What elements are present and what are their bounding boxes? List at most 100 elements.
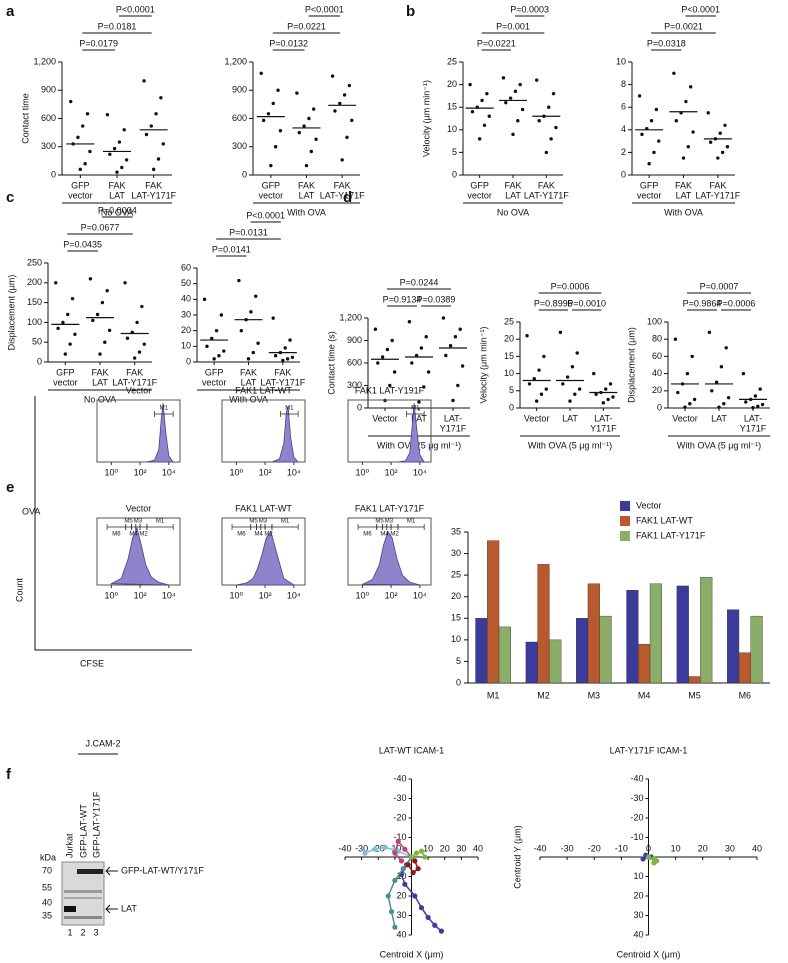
dot [681, 156, 686, 160]
dot [539, 392, 544, 396]
y-tick-label: 20 [447, 79, 457, 89]
dot [239, 328, 243, 333]
dot [88, 149, 92, 154]
dot [444, 353, 448, 358]
p-value: P<0.0001 [246, 210, 285, 220]
band [64, 897, 102, 899]
gate-label: M1 [407, 519, 416, 525]
dot [611, 395, 615, 399]
dot [202, 297, 207, 302]
dot [537, 119, 541, 123]
track-point [412, 893, 418, 899]
dot [422, 385, 426, 389]
dot [482, 123, 487, 127]
dot [307, 116, 311, 121]
x-tick-label: 10⁴ [413, 467, 427, 477]
y-tick-label: 200 [27, 277, 42, 287]
dot [392, 370, 397, 374]
dot [649, 119, 654, 123]
dot [561, 382, 565, 386]
dot [654, 107, 659, 112]
dot [718, 131, 722, 135]
gate-label: M3 [134, 519, 143, 525]
p-value: P=0.0006 [551, 281, 590, 291]
dot [100, 300, 105, 305]
dot [568, 399, 572, 403]
dot [283, 346, 287, 350]
gate [125, 524, 132, 530]
y-tick-label: 30 [181, 309, 191, 319]
x-tick-label: FAK [145, 180, 162, 190]
dot [388, 383, 392, 388]
bar [475, 618, 488, 684]
y-tick-label: 300 [347, 380, 362, 390]
x-tick-label: 10⁴ [413, 590, 427, 600]
track-point [392, 877, 398, 884]
dot [281, 358, 285, 363]
dot [154, 112, 158, 116]
y-axis-label: Displacement (μm) [6, 275, 16, 351]
dot [290, 355, 295, 359]
x-axis-label: Centroid X (μm) [617, 949, 681, 959]
x-tick-label: FAK [504, 180, 521, 190]
dot [63, 352, 68, 356]
gate [106, 524, 127, 530]
dot [637, 94, 642, 98]
dot [741, 371, 746, 376]
bar [676, 585, 689, 684]
lane-label: GFP-LAT-Y171F [91, 791, 101, 858]
x-tick-label: LAT-Y171F [260, 377, 305, 387]
dot [333, 109, 337, 113]
y-tick-label: 20 [396, 890, 406, 900]
x-tick-label: LAT [711, 413, 727, 423]
dot [68, 342, 72, 346]
x-tick-label: 20 [698, 843, 708, 853]
dot [640, 132, 644, 137]
arrow [105, 866, 118, 914]
bar [599, 615, 612, 684]
y-tick-label: 10 [447, 124, 457, 134]
bar [498, 626, 511, 684]
y-tick-label: 5 [452, 147, 457, 157]
dot [135, 320, 139, 325]
track-point [388, 909, 395, 915]
dot [156, 157, 161, 161]
p-value: P<0.0001 [116, 4, 155, 14]
y-axis [519, 322, 620, 409]
dot [724, 346, 728, 350]
dot [149, 124, 153, 128]
x-tick-label: M2 [537, 690, 550, 700]
track-point [372, 846, 378, 852]
dot [570, 365, 575, 369]
x-tick-label: FAK [91, 367, 108, 377]
gate [386, 524, 392, 530]
y-tick-label: 900 [232, 85, 247, 95]
x-tick-label: 10² [385, 590, 398, 600]
y-tick-label: 900 [347, 335, 362, 345]
dot [115, 170, 119, 174]
panel-letter: a [6, 3, 15, 20]
dot [345, 135, 349, 140]
y-tick-label: 0 [242, 169, 247, 179]
p-value: P=0.0389 [417, 294, 456, 304]
gate-label: M5 [249, 519, 258, 525]
dot [222, 349, 226, 353]
dot [380, 355, 385, 359]
dot [575, 351, 579, 355]
track-point [651, 860, 657, 866]
x-tick-label: LAT- [594, 413, 612, 423]
dot [237, 278, 241, 283]
gate [264, 524, 273, 530]
gate-label: M1 [156, 519, 165, 525]
dot [309, 149, 313, 154]
y-tick-label: -20 [630, 812, 643, 822]
group-label: No OVA [84, 394, 116, 404]
x-tick-label: 10² [259, 467, 272, 477]
p-value: P=0.0006 [717, 298, 756, 308]
dot [525, 334, 529, 338]
dot [373, 327, 378, 331]
x-tick-label: LAT- [744, 413, 762, 423]
x-tick-label: vector [53, 377, 78, 387]
dot [69, 99, 73, 104]
